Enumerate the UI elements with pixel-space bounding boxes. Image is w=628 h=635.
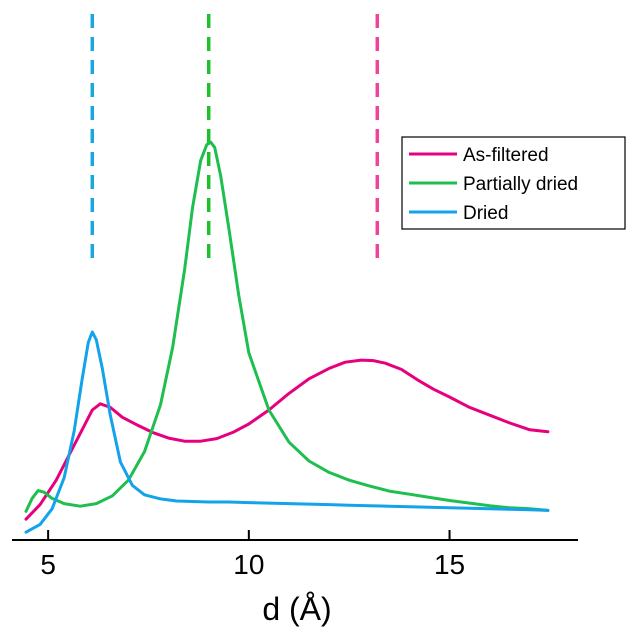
reference-lines bbox=[90, 14, 380, 258]
legend-label-1: As-filtered bbox=[463, 145, 549, 166]
x-axis-label: d (Å) bbox=[262, 591, 331, 627]
series-line-1 bbox=[24, 358, 550, 521]
x-tick-label: 15 bbox=[434, 549, 465, 580]
series-lines bbox=[24, 140, 550, 534]
x-axis-ticks: 5 10 15 bbox=[40, 530, 465, 580]
series-line-2 bbox=[24, 140, 550, 513]
x-tick-label: 10 bbox=[233, 549, 264, 580]
series-line-3 bbox=[24, 330, 550, 534]
x-tick-label: 5 bbox=[40, 549, 56, 580]
legend-label-2: Partially dried bbox=[463, 174, 578, 195]
legend: As-filtered Partially dried Dried bbox=[401, 136, 626, 230]
legend-label-3: Dried bbox=[463, 203, 508, 224]
